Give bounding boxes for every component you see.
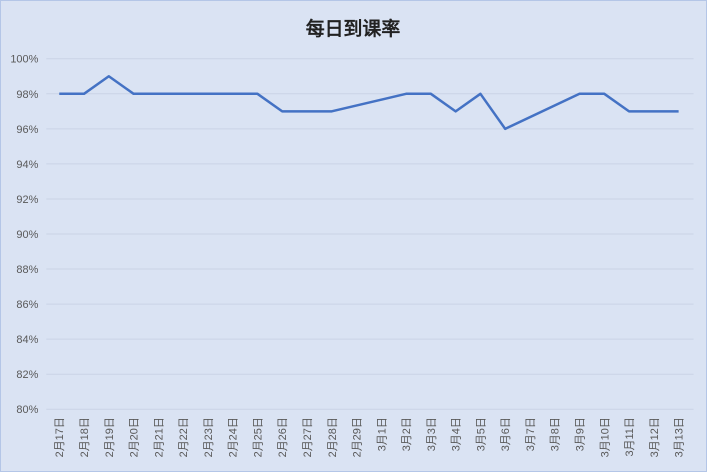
x-tick-label: 2月29日	[352, 417, 364, 457]
x-tick-label: 3月3日	[426, 417, 438, 451]
y-tick-label: 86%	[16, 299, 38, 311]
x-tick-label: 2月17日	[54, 417, 66, 457]
x-tick-label: 2月22日	[178, 417, 190, 457]
x-tick-label: 2月27日	[302, 417, 314, 457]
y-tick-label: 88%	[16, 264, 38, 276]
series-line	[59, 75, 679, 131]
x-tick-label: 2月23日	[203, 417, 215, 457]
x-tick-label: 3月9日	[575, 417, 587, 451]
y-tick-label: 100%	[10, 54, 38, 66]
x-tick-label: 2月25日	[252, 417, 264, 457]
x-tick-label: 3月1日	[376, 417, 388, 451]
y-tick-label: 96%	[16, 124, 38, 136]
y-tick-label: 98%	[16, 89, 38, 101]
x-tick-label: 3月4日	[451, 417, 463, 451]
x-tick-label: 3月5日	[475, 417, 487, 451]
x-tick-label: 2月26日	[277, 417, 289, 457]
x-tick-label: 3月11日	[624, 417, 636, 456]
x-tick-label: 2月18日	[79, 417, 91, 457]
x-tick-label: 2月20日	[129, 417, 141, 457]
x-tick-label: 3月10日	[599, 417, 611, 457]
x-tick-label: 2月19日	[104, 417, 116, 457]
x-tick-label: 2月28日	[327, 417, 339, 457]
x-tick-label: 3月8日	[550, 417, 562, 451]
x-tick-label: 3月2日	[401, 417, 413, 451]
x-tick-label: 3月7日	[525, 417, 537, 451]
chart-title: 每日到课率	[306, 17, 401, 40]
y-tick-label: 92%	[16, 194, 38, 206]
x-tick-label: 2月24日	[228, 417, 240, 457]
x-tick-label: 3月13日	[674, 417, 686, 457]
y-tick-label: 82%	[16, 369, 38, 381]
y-tick-label: 84%	[16, 334, 38, 346]
y-tick-label: 80%	[16, 404, 38, 416]
x-tick-label: 3月6日	[500, 417, 512, 451]
x-tick-label: 3月12日	[649, 417, 661, 457]
y-tick-label: 94%	[16, 159, 38, 171]
y-tick-label: 90%	[16, 229, 38, 241]
x-tick-label: 2月21日	[153, 417, 165, 457]
